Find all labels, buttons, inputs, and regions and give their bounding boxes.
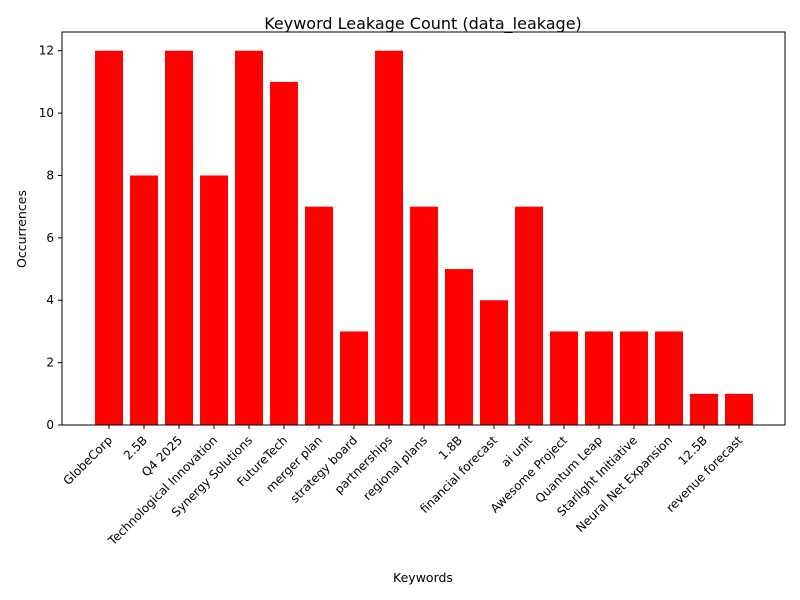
bar [445, 269, 473, 425]
bar [480, 300, 508, 425]
bar [690, 393, 718, 425]
y-tick-label: 12 [39, 44, 54, 58]
y-tick-label: 0 [46, 418, 54, 432]
bar [410, 206, 438, 425]
x-axis-label: Keywords [393, 570, 453, 585]
bar [375, 50, 403, 425]
y-tick-label: 2 [46, 356, 54, 370]
bar [130, 175, 158, 425]
bar [515, 206, 543, 425]
bar [340, 331, 368, 425]
bar [620, 331, 648, 425]
y-tick-label: 8 [46, 168, 54, 182]
bar [655, 331, 683, 425]
y-tick-label: 4 [46, 293, 54, 307]
plot-frame [61, 31, 786, 426]
y-tick-label: 10 [39, 106, 54, 120]
y-axis: 0 2 4 6 8 10 12 [39, 44, 62, 432]
bar [270, 81, 298, 426]
y-tick-label: 6 [46, 231, 54, 245]
bars-group [95, 50, 753, 426]
bar [585, 331, 613, 425]
y-axis-label: Occurrences [14, 190, 29, 268]
bar [725, 393, 753, 425]
bar [235, 50, 263, 425]
bar [165, 50, 193, 425]
bar [550, 331, 578, 425]
bar [200, 175, 228, 425]
bar [305, 206, 333, 425]
bar [95, 50, 123, 425]
chart-title: Keyword Leakage Count (data_leakage) [264, 14, 582, 34]
